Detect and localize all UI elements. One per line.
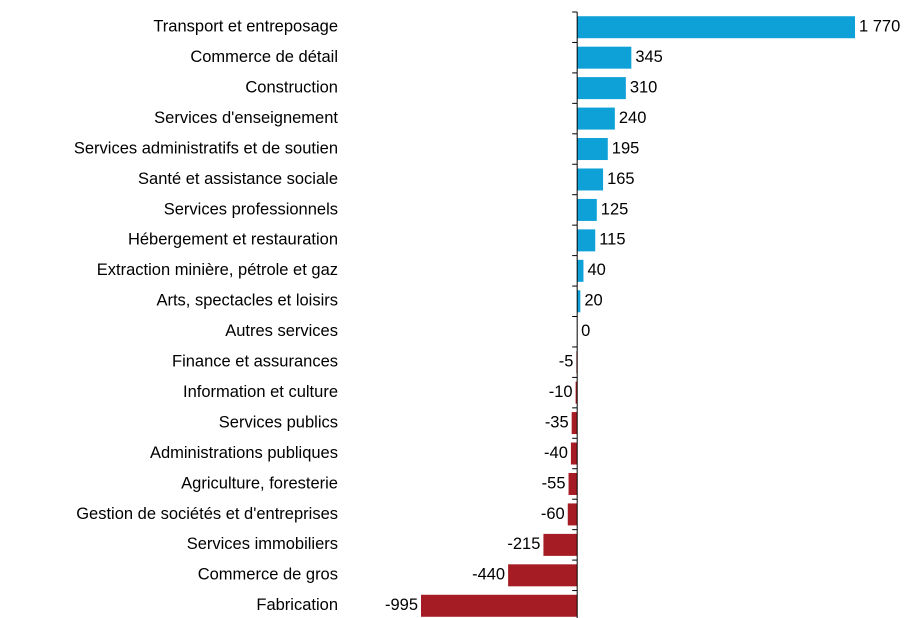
bar bbox=[577, 46, 632, 69]
category-label: Finance et assurances bbox=[172, 353, 338, 371]
category-label: Arts, spectacles et loisirs bbox=[156, 292, 338, 310]
category-label: Services publics bbox=[219, 413, 338, 431]
bar bbox=[568, 472, 578, 495]
bar bbox=[577, 290, 581, 313]
bar bbox=[577, 138, 608, 161]
bar bbox=[508, 564, 578, 587]
category-label: Commerce de détail bbox=[190, 48, 338, 66]
category-label: Hébergement et restauration bbox=[128, 231, 338, 249]
bar bbox=[567, 503, 578, 526]
bar bbox=[543, 533, 578, 556]
value-label: 345 bbox=[635, 48, 663, 66]
bar bbox=[577, 229, 596, 252]
value-label: 115 bbox=[599, 231, 625, 249]
category-label: Services immobiliers bbox=[187, 535, 338, 553]
bar bbox=[577, 168, 604, 191]
category-label: Gestion de sociétés et d'entreprises bbox=[76, 505, 338, 523]
category-label: Extraction minière, pétrole et gaz bbox=[97, 261, 338, 279]
bar bbox=[577, 16, 855, 39]
value-label: -995 bbox=[385, 596, 418, 614]
category-label: Construction bbox=[245, 78, 338, 96]
category-label: Autres services bbox=[225, 322, 338, 340]
bar bbox=[575, 381, 578, 404]
category-label: Services administratifs et de soutien bbox=[74, 139, 338, 157]
value-label: 20 bbox=[584, 292, 602, 310]
value-label: -215 bbox=[507, 535, 540, 553]
bar bbox=[571, 412, 578, 435]
value-label: -60 bbox=[541, 505, 565, 523]
category-label: Fabrication bbox=[256, 596, 338, 614]
category-label: Santé et assistance sociale bbox=[138, 170, 338, 188]
value-label: 195 bbox=[612, 139, 640, 157]
bar bbox=[577, 259, 584, 282]
category-label: Commerce de gros bbox=[198, 566, 338, 584]
bar bbox=[570, 442, 578, 465]
bar bbox=[577, 107, 615, 130]
value-label: -10 bbox=[549, 383, 573, 401]
bar bbox=[421, 594, 578, 617]
category-label: Information et culture bbox=[183, 383, 338, 401]
value-label: 0 bbox=[581, 322, 590, 340]
category-label: Services d'enseignement bbox=[154, 109, 338, 127]
value-label: 240 bbox=[619, 109, 647, 127]
category-label: Agriculture, foresterie bbox=[181, 474, 338, 492]
value-label: 125 bbox=[601, 200, 629, 218]
category-label: Services professionnels bbox=[164, 200, 338, 218]
value-label: 310 bbox=[630, 78, 658, 96]
value-label: 40 bbox=[587, 261, 605, 279]
value-label: 165 bbox=[607, 170, 635, 188]
value-label: -55 bbox=[542, 474, 566, 492]
value-label: -5 bbox=[559, 353, 574, 371]
value-label: -440 bbox=[472, 566, 505, 584]
value-label: -35 bbox=[545, 413, 569, 431]
value-label: 1 770 bbox=[859, 18, 900, 36]
category-label: Transport et entreposage bbox=[153, 18, 338, 36]
category-label: Administrations publiques bbox=[150, 444, 338, 462]
bar bbox=[577, 198, 597, 221]
bar bbox=[577, 77, 626, 100]
value-label: -40 bbox=[544, 444, 568, 462]
